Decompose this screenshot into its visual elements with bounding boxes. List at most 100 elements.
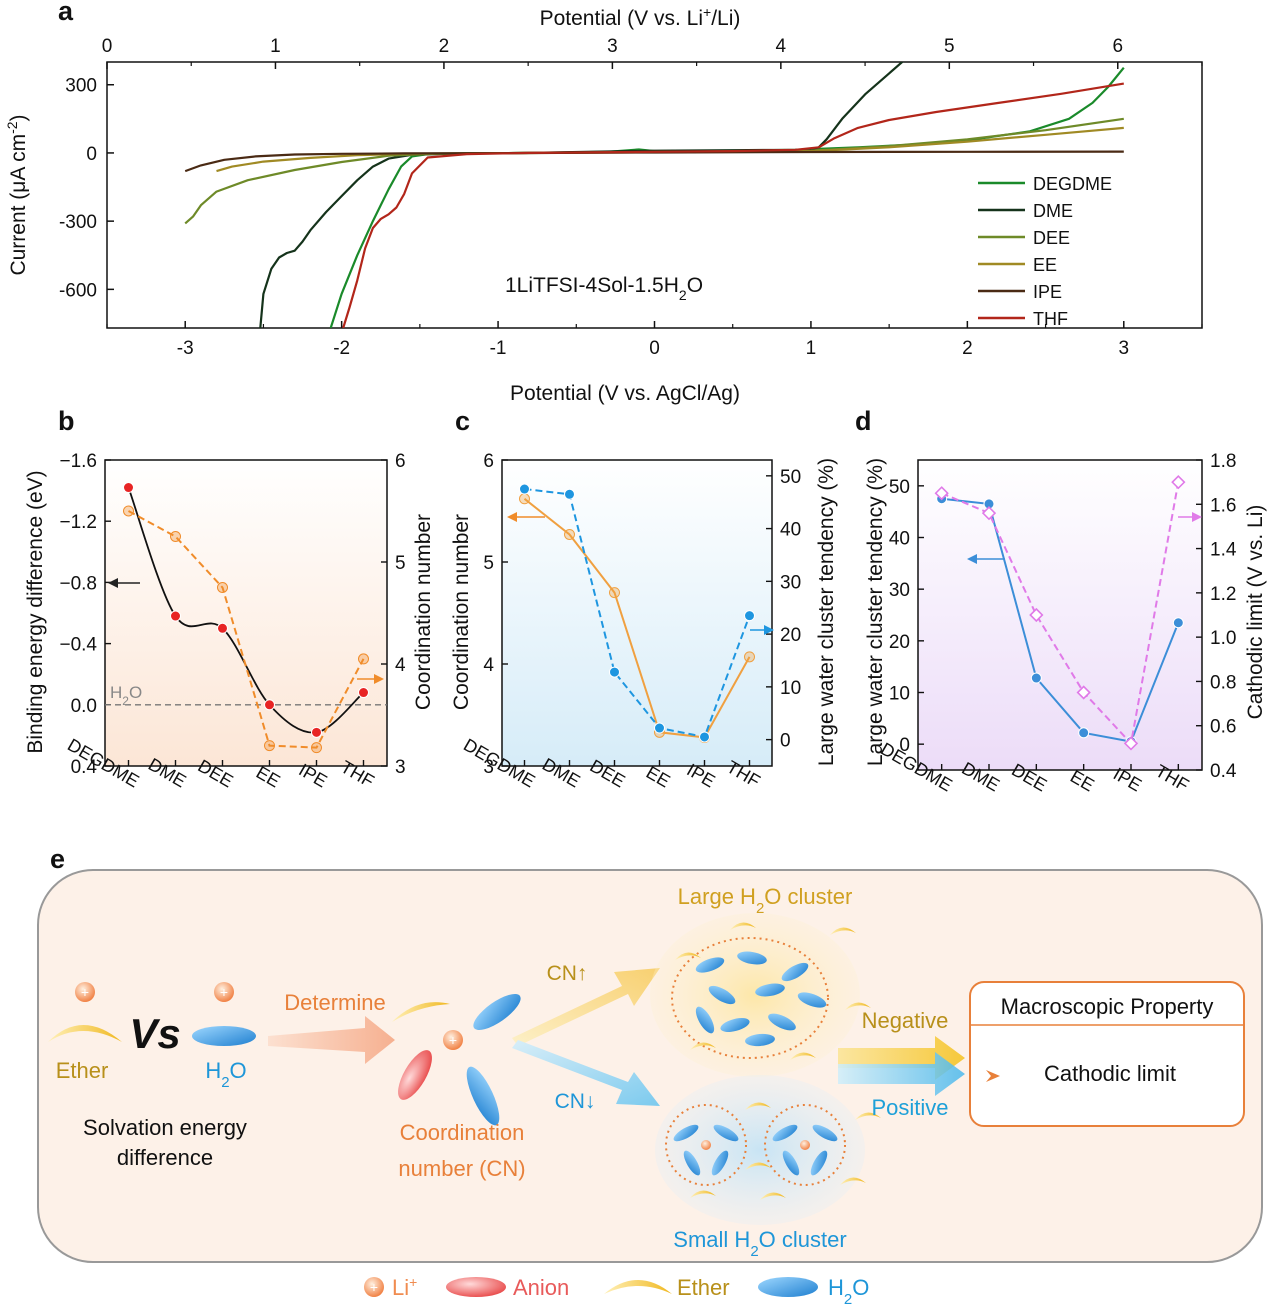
- series-0-marker: [123, 482, 134, 494]
- y2-tick-label: 1.6: [1210, 495, 1236, 516]
- series-1-marker: [654, 722, 665, 734]
- panel-c-frame: [501, 459, 773, 767]
- cathodic-limit-label: Cathodic limit: [1044, 1061, 1176, 1086]
- x2-tick-label: 1: [270, 36, 281, 57]
- series-1-marker: [123, 505, 134, 517]
- y-tick-label: 0.4: [71, 757, 98, 778]
- solvation-shell: + Coordination number (CN): [392, 993, 526, 1181]
- y2-tick-label: 40: [780, 520, 801, 541]
- panel-a-bottom-axis-label: Potential (V vs. AgCl/Ag): [510, 382, 740, 405]
- water-molecule-icon: [708, 985, 736, 1005]
- li-ion-icon: [800, 1140, 810, 1150]
- water-molecule-icon: [695, 957, 725, 973]
- negative-label: Negative: [862, 1008, 949, 1033]
- panel-c-left-arrowhead: [507, 512, 517, 522]
- y2-tick-label: 1.8: [1210, 451, 1236, 472]
- y-tick-label: 10: [889, 684, 910, 705]
- water-molecule-icon: [737, 951, 767, 965]
- y2-tick-label: 1.2: [1210, 584, 1236, 605]
- negative-arrow: [838, 1036, 965, 1080]
- y-tick-label: -300: [59, 212, 97, 233]
- y2-tick-label: 0: [780, 731, 791, 752]
- series-line-1: [128, 510, 365, 749]
- series-1-marker: [358, 653, 369, 665]
- panel-d: d DEGDME DME DEE EE IPE THF010203040500.40.60…: [855, 406, 1267, 795]
- water-molecule-icon: [711, 1150, 729, 1176]
- ether-molecule-icon: [790, 1052, 816, 1060]
- water-label: H2O: [205, 1058, 246, 1091]
- y-tick-label: 300: [65, 76, 97, 97]
- x2-tick-label: 3: [607, 36, 618, 57]
- water-molecule-icon: [473, 993, 521, 1031]
- large-water-cluster: [650, 913, 871, 1077]
- y-tick-label: −1.6: [59, 451, 97, 472]
- schematic-frame: [37, 869, 1263, 1263]
- panel-a-top-axis-label: Potential (V vs. Li+/Li): [540, 4, 741, 30]
- y2-tick-label: 50: [780, 467, 801, 488]
- li-ion-icon: [443, 1030, 463, 1050]
- x-tick-label: -1: [490, 338, 507, 359]
- solvation-label-line2: difference: [117, 1145, 213, 1170]
- series-0-marker: [1078, 727, 1090, 739]
- series-1-marker: [564, 488, 575, 500]
- legend-label-dme: DME: [1033, 201, 1073, 221]
- x2-tick-label: 0: [102, 36, 113, 57]
- panel-b-label: b: [58, 406, 75, 436]
- x2-tick-label: 2: [439, 36, 450, 57]
- series-line-0: [523, 498, 751, 739]
- positive-arrow: [838, 1052, 965, 1096]
- series-0-marker: [519, 493, 530, 505]
- ether-molecule-icon: [392, 1002, 450, 1022]
- series-1-marker: [934, 486, 949, 501]
- small-cluster-boundary: [764, 1104, 846, 1186]
- y-tick-label: 4: [483, 655, 494, 676]
- panel-a-annotation: 1LiTFSI-4Sol-1.5H2O: [505, 274, 703, 303]
- y-tick-label: 20: [889, 632, 910, 653]
- water-molecule-icon: [466, 1066, 500, 1126]
- x-tick-label: 0: [649, 338, 660, 359]
- panel-c-label: c: [455, 406, 470, 436]
- y2-tick-label: 0.8: [1210, 672, 1236, 693]
- arrow-bullet-icon: [986, 1070, 1000, 1082]
- panel-a-series: [184, 62, 1125, 328]
- li-ion-icon: [701, 1140, 711, 1150]
- series-line-dee: [184, 117, 1124, 225]
- series-line-0: [941, 497, 1180, 743]
- panel-b-background: [105, 460, 387, 766]
- y-tick-label: 6: [483, 451, 494, 472]
- ether-molecule-icon: [745, 1162, 771, 1170]
- series-0-marker: [1030, 672, 1042, 684]
- li-ion-icon: [75, 982, 95, 1002]
- ether-molecule-icon: [690, 1042, 716, 1050]
- y2-tick-label: 20: [780, 625, 801, 646]
- water-molecule-icon: [797, 992, 827, 1008]
- water-molecule-icon: [812, 1124, 838, 1142]
- legend-li-label: Li+: [392, 1274, 417, 1300]
- cn-label-line1: Coordination: [400, 1120, 525, 1145]
- water-molecule-icon: [192, 1026, 256, 1046]
- x-tick-label: 2: [962, 338, 973, 359]
- series-0-marker: [264, 699, 275, 711]
- cn-label-line2: number (CN): [398, 1156, 525, 1181]
- ether-molecule-icon: [840, 1177, 866, 1185]
- y2-tick-label: 0.6: [1210, 717, 1236, 738]
- series-1-marker: [170, 531, 181, 542]
- water-molecule-icon: [772, 1124, 798, 1142]
- water-molecule-icon: [713, 1124, 739, 1142]
- x-tick-label: -3: [177, 338, 194, 359]
- series-1-marker: [699, 731, 710, 743]
- legend-water-icon: [758, 1277, 818, 1297]
- legend-label-thf: THF: [1033, 309, 1068, 329]
- ether-molecule-icon: [845, 1002, 871, 1010]
- panel-d-right-arrowhead: [1192, 512, 1202, 522]
- panel-b-y2-axis-label: Coordination number: [412, 514, 435, 710]
- ether-molecule-icon: [855, 1112, 881, 1120]
- macro-box-title: Macroscopic Property: [1001, 994, 1214, 1019]
- series-1-marker: [1076, 685, 1091, 700]
- series-1-marker: [1171, 475, 1186, 490]
- water-molecule-icon: [720, 1018, 750, 1032]
- small-water-cluster: [655, 1075, 881, 1225]
- x-tick-label: -2: [333, 338, 350, 359]
- water-molecule-icon: [745, 1033, 775, 1047]
